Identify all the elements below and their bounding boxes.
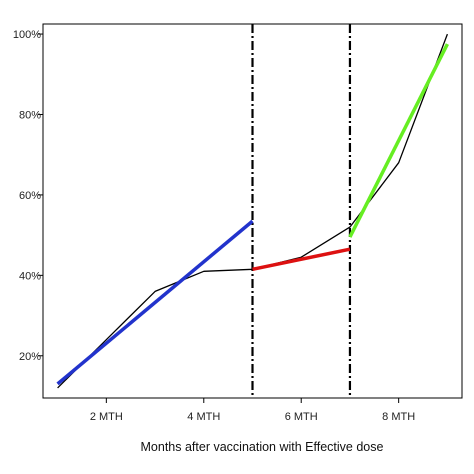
y-tick-label-5: 100% (13, 29, 41, 41)
y-tick-label-1: 20% (19, 351, 41, 363)
series-line-1 (57, 33, 449, 389)
series-line-2 (56, 219, 254, 386)
series-line-4 (348, 43, 449, 238)
x-tick-label-1: 2 MTH (90, 411, 123, 423)
y-tick-label-4: 80% (19, 109, 41, 121)
x-tick-label-4: 8 MTH (382, 411, 415, 423)
series-line-3 (252, 247, 351, 272)
x-tick-label-3: 6 MTH (285, 411, 318, 423)
y-tick-label-2: 40% (19, 270, 41, 282)
x-axis-title: Months after vaccination with Effective … (141, 440, 384, 454)
x-tick-label-2: 4 MTH (187, 411, 220, 423)
y-tick-label-3: 60% (19, 190, 41, 202)
